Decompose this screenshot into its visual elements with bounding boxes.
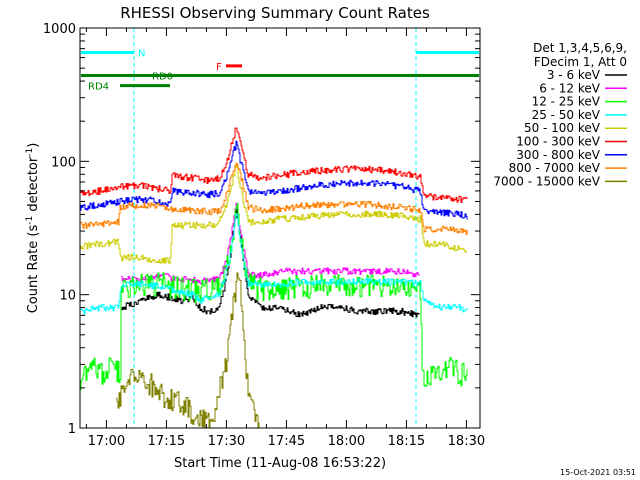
status-bar-label: RD4: [88, 82, 109, 93]
chart-title: RHESSI Observing Summary Count Rates: [120, 4, 430, 22]
legend-label: 300 - 800 keV: [516, 148, 600, 162]
y-axis-label-part: detector: [26, 156, 41, 216]
series-line-3: [80, 203, 468, 391]
y-axis-label: Count Rate (s-1 detector-1): [25, 143, 41, 314]
plot-frame: [79, 27, 481, 429]
x-tick-label: 18:00: [328, 434, 365, 449]
chart-legend: Det 1,3,4,5,6,9, FDecim 1, Att 0 3 - 6 k…: [493, 41, 627, 188]
y-axis-label-part: ): [26, 143, 41, 148]
legend-header-line: Det 1,3,4,5,6,9,: [533, 41, 627, 55]
legend-label: 6 - 12 keV: [539, 81, 601, 95]
legend-label: 12 - 25 keV: [532, 95, 601, 109]
generation-timestamp: 15-Oct-2021 03:51: [560, 468, 636, 477]
series-line-5: [80, 162, 467, 264]
y-axis-label-part: Count Rate (s: [26, 225, 41, 314]
annotation-layer: N RD0 RD4 F: [81, 28, 479, 428]
y-tick-label: 1000: [43, 22, 76, 37]
series-layer: [80, 127, 468, 429]
series-line-4: [80, 213, 468, 315]
legend-label: 25 - 50 keV: [532, 108, 601, 122]
legend-header-line: FDecim 1, Att 0: [534, 55, 627, 69]
series-line-8: [80, 162, 468, 235]
x-tick-label: 17:15: [148, 434, 185, 449]
x-tick-label: 18:15: [388, 434, 425, 449]
x-tick-label: 17:45: [268, 434, 305, 449]
legend-label: 800 - 7000 keV: [509, 161, 601, 175]
status-bar-label: N: [138, 49, 145, 60]
x-tick-label: 18:30: [448, 434, 485, 449]
legend-label: 3 - 6 keV: [547, 68, 601, 82]
series-line-9: [116, 272, 260, 429]
x-tick-label: 17:00: [88, 434, 125, 449]
y-axis-label-superscript: -1: [25, 148, 35, 157]
legend-label: 7000 - 15000 keV: [493, 174, 600, 188]
series-line-2: [121, 202, 420, 285]
y-tick-label: 1: [68, 422, 76, 437]
y-axis-label-superscript: -1: [25, 216, 35, 225]
x-axis-label: Start Time (11-Aug-08 16:53:22): [174, 456, 386, 471]
legend-label: 100 - 300 keV: [516, 135, 600, 149]
status-bar-label: F: [216, 62, 222, 73]
axis-layer: 17:00 17:15 17:30 17:45 18:00 18:15 18:30 1 10 10…: [43, 22, 485, 449]
status-bar-label: RD0: [152, 72, 173, 83]
legend-label: 50 - 100 keV: [524, 121, 601, 135]
series-line-6: [80, 127, 468, 203]
series-line-7: [80, 140, 468, 220]
x-tick-label: 17:30: [208, 434, 245, 449]
y-tick-label: 100: [51, 155, 76, 170]
y-tick-label: 10: [59, 289, 76, 304]
